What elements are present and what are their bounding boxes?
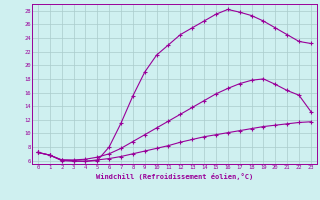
X-axis label: Windchill (Refroidissement éolien,°C): Windchill (Refroidissement éolien,°C) <box>96 173 253 180</box>
